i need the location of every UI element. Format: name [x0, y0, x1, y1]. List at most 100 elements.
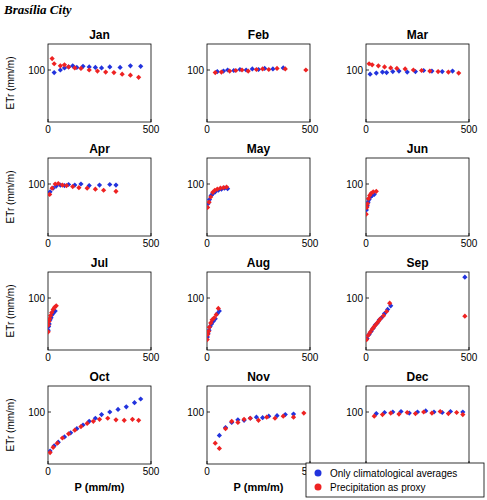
point — [207, 325, 212, 330]
marks — [213, 65, 309, 75]
point — [380, 412, 385, 417]
point — [97, 182, 102, 187]
point — [229, 419, 234, 424]
point — [99, 65, 104, 70]
point — [85, 421, 90, 426]
x-tick — [151, 119, 152, 122]
panel: Oct0500100ETr (mm/m)P (mm/m) — [5, 370, 160, 493]
point — [48, 450, 53, 455]
point — [48, 329, 51, 334]
point — [208, 194, 213, 199]
point — [207, 205, 210, 210]
panel: Jul0500100ETr (mm/m) — [5, 256, 160, 363]
point — [436, 69, 441, 74]
point — [233, 68, 238, 73]
plot-frame — [207, 44, 310, 122]
point — [107, 409, 112, 414]
point — [394, 66, 399, 71]
point — [235, 420, 240, 425]
point — [52, 70, 57, 75]
panel: Nov0500100P (mm/m) — [187, 370, 318, 493]
point — [105, 416, 110, 421]
y-tick — [207, 70, 210, 71]
point — [374, 71, 379, 76]
point — [60, 182, 65, 187]
y-tick — [48, 412, 51, 413]
x-tick-label: 0 — [363, 352, 369, 363]
point — [227, 68, 232, 73]
point — [381, 313, 386, 318]
panel: Jun0500100 — [346, 142, 477, 249]
point — [64, 183, 69, 188]
x-tick — [207, 119, 208, 122]
plot-frame — [48, 272, 151, 350]
marks — [50, 56, 144, 80]
panel: Apr0500100ETr (mm/m) — [5, 142, 160, 249]
y-tick-label: 100 — [187, 293, 204, 304]
marks — [48, 181, 119, 197]
y-tick — [366, 412, 369, 413]
marks — [48, 303, 59, 334]
legend-label: Only climatological averages — [330, 468, 457, 479]
x-tick-label: 0 — [204, 238, 210, 249]
x-tick — [366, 347, 367, 350]
x-tick — [151, 347, 152, 350]
point — [427, 68, 432, 73]
x-tick — [469, 119, 470, 122]
plot-frame — [48, 158, 151, 236]
point — [446, 69, 451, 74]
point — [52, 61, 57, 66]
point — [219, 69, 224, 74]
panel-title: Sep — [406, 256, 428, 270]
panel-title: Oct — [89, 370, 109, 384]
point — [50, 56, 55, 61]
plot-frame — [207, 272, 310, 350]
x-axis-label: P (mm/m) — [75, 481, 125, 493]
point — [130, 417, 135, 422]
point — [48, 192, 52, 197]
x-tick-label: 500 — [302, 238, 319, 249]
point — [376, 63, 381, 68]
legend-label: Precipitation as proxy — [330, 482, 426, 493]
point — [70, 184, 75, 189]
point — [60, 435, 65, 440]
point — [260, 66, 265, 71]
legend-marker — [315, 484, 322, 491]
panel-title: Jun — [407, 142, 428, 156]
point — [388, 410, 393, 415]
y-tick-label: 100 — [187, 407, 204, 418]
point — [248, 416, 253, 421]
point — [107, 182, 112, 187]
panel: May 0 500 100 — [187, 142, 318, 249]
point — [246, 68, 251, 73]
y-tick-label: 100 — [187, 179, 204, 190]
point — [266, 67, 271, 72]
point — [301, 410, 306, 415]
point — [281, 414, 286, 419]
point — [256, 418, 261, 423]
point — [87, 67, 92, 72]
x-tick-label: 500 — [302, 352, 319, 363]
point — [419, 68, 424, 73]
panel: Dec0500100 — [346, 370, 477, 477]
point — [254, 67, 259, 72]
y-axis-label: ETr (mm/m) — [5, 171, 16, 224]
point — [413, 411, 418, 416]
marks — [207, 185, 230, 210]
point — [248, 416, 253, 421]
panel-title: May — [247, 142, 271, 156]
x-tick — [310, 119, 311, 122]
point — [223, 426, 228, 431]
plot-frame — [366, 386, 469, 464]
x-tick-label: 500 — [143, 238, 160, 249]
x-tick — [151, 233, 152, 236]
point — [217, 433, 222, 438]
point — [138, 64, 143, 69]
figure-title: Brasília City — [3, 2, 72, 17]
legend: Only climatological averages Precipitatio… — [306, 463, 484, 497]
point — [454, 410, 459, 415]
point — [132, 400, 137, 405]
y-tick-label: 100 — [28, 293, 45, 304]
point — [270, 66, 275, 71]
panel-title: Apr — [89, 142, 110, 156]
